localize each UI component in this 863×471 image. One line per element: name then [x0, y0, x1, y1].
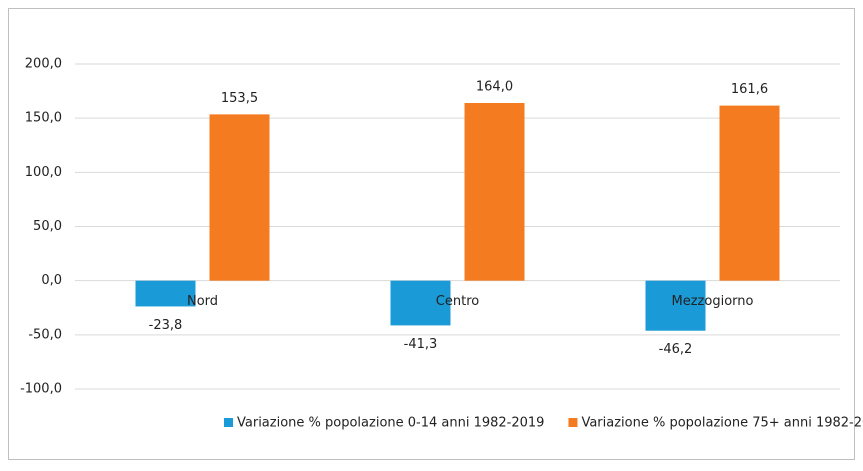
y-tick-label: 100,0: [25, 165, 62, 180]
chart-frame: [8, 8, 855, 460]
bar: [209, 114, 270, 281]
y-tick-label: -50,0: [28, 327, 62, 342]
data-label: -23,8: [149, 318, 183, 333]
data-label: 153,5: [221, 91, 258, 106]
bar: [719, 105, 780, 281]
y-tick-label: 50,0: [33, 219, 62, 234]
y-tick-label: 150,0: [25, 111, 62, 126]
legend-label: Variazione % popolazione 0-14 anni 1982-…: [237, 416, 544, 431]
y-tick-label: 0,0: [41, 273, 62, 288]
bar: [464, 103, 525, 281]
x-tick-label: Nord: [187, 294, 218, 309]
legend-swatch: [224, 418, 233, 427]
bar: [135, 280, 196, 307]
bar: [645, 280, 706, 331]
legend-label: Variazione % popolazione 75+ anni 1982-2…: [581, 416, 863, 431]
x-tick-label: Centro: [436, 294, 479, 309]
bar: [390, 280, 451, 326]
legend-swatch: [568, 418, 578, 427]
x-tick-label: Mezzogiorno: [672, 294, 754, 309]
data-label: -46,2: [659, 342, 693, 357]
data-label: 161,6: [731, 82, 768, 97]
y-tick-label: 200,0: [25, 57, 62, 72]
y-tick-label: -100,0: [20, 382, 62, 397]
data-label: 164,0: [476, 80, 513, 95]
data-label: -41,3: [404, 337, 438, 352]
